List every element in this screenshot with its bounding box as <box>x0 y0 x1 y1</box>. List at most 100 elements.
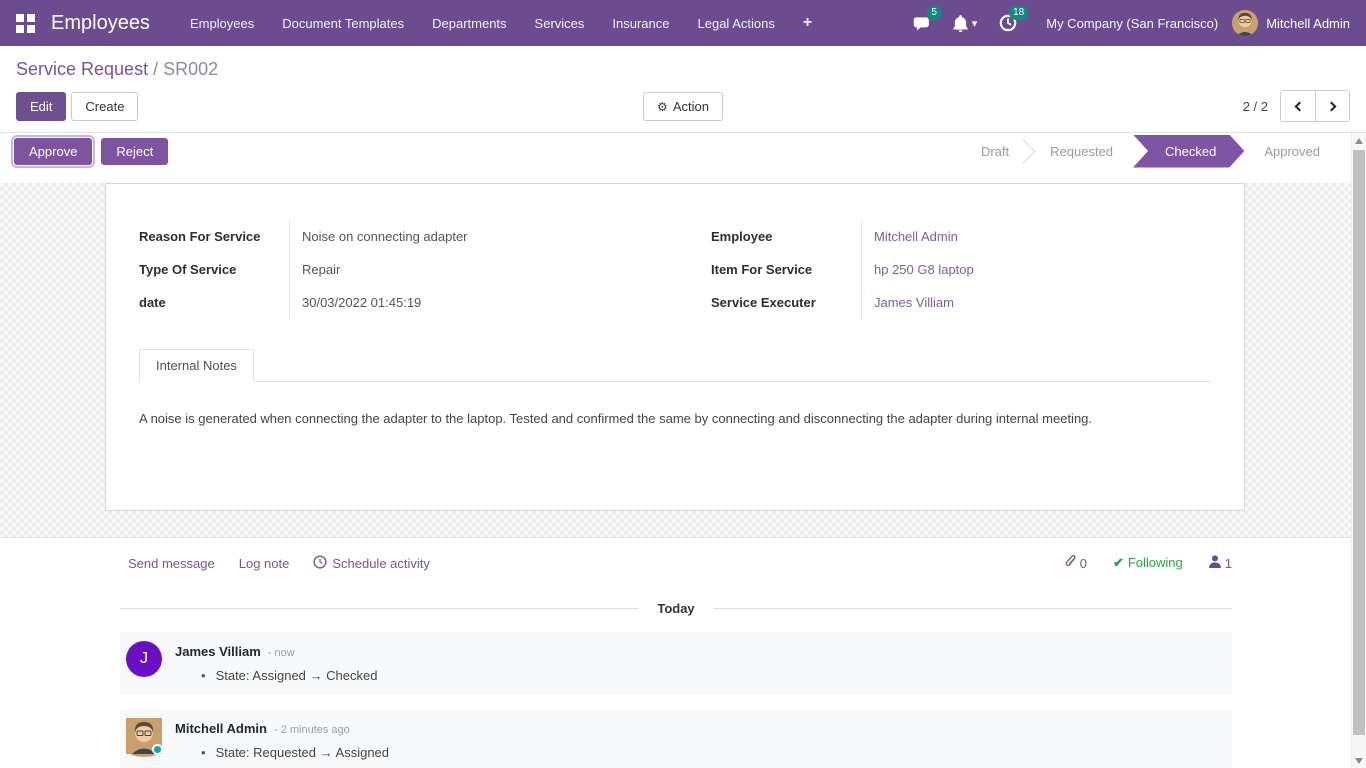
step-approved[interactable]: Approved <box>1264 143 1320 159</box>
breadcrumb: Service Request / SR002 <box>0 46 1366 83</box>
bullet-icon: • <box>201 745 206 760</box>
message-time: - now <box>267 647 295 659</box>
activity-clock-icon <box>999 14 1017 32</box>
create-button[interactable]: Create <box>71 91 139 121</box>
internal-notes-text: A noise is generated when connecting the… <box>139 411 1093 426</box>
app-title: Employees <box>51 11 150 34</box>
followers-button[interactable]: 1 <box>1208 555 1232 571</box>
scroll-down-button[interactable] <box>1352 753 1366 768</box>
check-icon: ✔ <box>1112 555 1124 570</box>
activities-button[interactable]: 18 <box>988 0 1029 46</box>
send-message-button[interactable]: Send message <box>128 555 215 571</box>
step-checked[interactable]: Checked <box>1133 135 1244 168</box>
breadcrumb-separator: / <box>153 59 159 79</box>
message-body: • State: Assigned → Checked <box>201 668 378 683</box>
pager-previous-button[interactable] <box>1281 91 1315 121</box>
message-body: • State: Requested → Assigned <box>201 745 390 760</box>
schedule-activity-button[interactable]: Schedule activity <box>313 554 430 572</box>
chatter: Send message Log note Schedule activity … <box>0 538 1366 768</box>
form-right-column: Employee Mitchell Admin Item For Service… <box>711 220 1211 319</box>
chatter-toolbar: Send message Log note Schedule activity … <box>0 538 1366 587</box>
field-date: date 30/03/2022 01:45:19 <box>139 286 639 319</box>
followers-count: 1 <box>1224 555 1232 571</box>
log-note-button[interactable]: Log note <box>238 555 290 571</box>
field-label: Service Executer <box>711 295 816 310</box>
chevron-left-icon <box>1294 101 1305 111</box>
navbar-right: 5 ▾ 18 My Company (San Francisco) Mitche… <box>901 0 1350 46</box>
control-panel: Edit Create ⚙ Action 2 / 2 <box>0 83 1366 132</box>
clock-icon <box>313 554 332 572</box>
avatar <box>126 718 163 757</box>
edit-button[interactable]: Edit <box>16 91 67 121</box>
top-navbar: Employees Employees Document Templates D… <box>0 0 1366 46</box>
employee-link[interactable]: Mitchell Admin <box>861 220 1211 253</box>
message-author[interactable]: James Villiam <box>175 644 261 659</box>
user-avatar <box>1232 10 1259 36</box>
field-label: Item For Service <box>711 262 813 277</box>
field-value: Repair <box>289 253 639 286</box>
field-label: Employee <box>711 229 773 244</box>
pager: 2 / 2 <box>1243 90 1350 122</box>
field-label: Reason For Service <box>139 229 261 244</box>
message-time: - 2 minutes ago <box>273 724 350 736</box>
chat-bubble-icon <box>912 15 931 32</box>
breadcrumb-parent[interactable]: Service Request <box>16 59 149 79</box>
person-icon <box>1208 555 1225 571</box>
nav-item-departments[interactable]: Departments <box>432 15 507 31</box>
tab-internal-notes[interactable]: Internal Notes <box>139 349 254 382</box>
message-item: Mitchell Admin - 2 minutes ago • State: R… <box>120 709 1232 768</box>
field-employee: Employee Mitchell Admin <box>711 220 1211 253</box>
field-item-for-service: Item For Service hp 250 G8 laptop <box>711 253 1211 286</box>
breadcrumb-current: SR002 <box>163 59 219 79</box>
field-value: 30/03/2022 01:45:19 <box>289 286 639 319</box>
nav-item-legal-actions[interactable]: Legal Actions <box>697 15 775 31</box>
date-divider: Today <box>120 601 1232 616</box>
pager-next-button[interactable] <box>1315 91 1349 121</box>
scroll-up-button[interactable] <box>1352 133 1366 148</box>
field-service-executer: Service Executer James Villiam <box>711 286 1211 319</box>
nav-add-menu-button[interactable]: + <box>802 14 813 31</box>
pager-count: 2 / 2 <box>1242 98 1268 114</box>
service-executer-link[interactable]: James Villiam <box>861 286 1211 319</box>
message-list: J James Villiam - now • State: Assigned →… <box>120 632 1232 768</box>
company-switcher[interactable]: My Company (San Francisco) <box>1046 15 1219 31</box>
gear-icon: ⚙ <box>657 99 668 114</box>
notebook-tabs: Internal Notes <box>139 349 1211 382</box>
field-label: Type Of Service <box>139 262 237 277</box>
bell-icon <box>952 14 968 32</box>
nav-item-employees[interactable]: Employees <box>189 15 255 31</box>
step-requested[interactable]: Requested <box>1050 143 1114 159</box>
chevron-down-icon: ▾ <box>971 17 978 30</box>
notifications-button[interactable]: ▾ <box>942 0 989 46</box>
user-name: Mitchell Admin <box>1266 15 1350 31</box>
nav-item-document-templates[interactable]: Document Templates <box>282 15 405 31</box>
user-menu[interactable]: Mitchell Admin <box>1232 10 1350 36</box>
form-sheet: Reason For Service Noise on connecting a… <box>105 183 1245 511</box>
action-button[interactable]: ⚙ Action <box>643 91 723 121</box>
following-button[interactable]: ✔ Following <box>1112 555 1183 570</box>
vertical-scrollbar[interactable] <box>1351 133 1366 768</box>
online-status-dot <box>152 744 163 755</box>
message-author[interactable]: Mitchell Admin <box>175 721 267 736</box>
field-label: date <box>139 295 166 310</box>
reject-button[interactable]: Reject <box>101 137 169 165</box>
chevron-right-icon <box>1326 101 1336 111</box>
message-item: J James Villiam - now • State: Assigned →… <box>120 632 1232 695</box>
attachments-button[interactable]: 0 <box>1064 554 1087 572</box>
item-for-service-link[interactable]: hp 250 G8 laptop <box>861 253 1211 286</box>
field-type-of-service: Type Of Service Repair <box>139 253 639 286</box>
status-steps: Draft Requested Checked Approved <box>961 135 1340 168</box>
triangle-down-icon <box>1355 757 1363 764</box>
avatar-photo <box>126 718 162 757</box>
statusbar: Approve Reject Draft Requested Checked A… <box>0 132 1366 169</box>
apps-grid-icon[interactable] <box>16 13 35 33</box>
messages-button[interactable]: 5 <box>901 0 942 46</box>
scrollbar-thumb[interactable] <box>1353 150 1365 735</box>
approve-button[interactable]: Approve <box>14 137 93 165</box>
nav-item-services[interactable]: Services <box>534 15 585 31</box>
step-draft[interactable]: Draft <box>980 143 1010 159</box>
avatar: J <box>126 641 162 677</box>
nav-item-insurance[interactable]: Insurance <box>612 15 670 31</box>
form-left-column: Reason For Service Noise on connecting a… <box>139 220 639 319</box>
form-background: Reason For Service Noise on connecting a… <box>0 183 1366 538</box>
